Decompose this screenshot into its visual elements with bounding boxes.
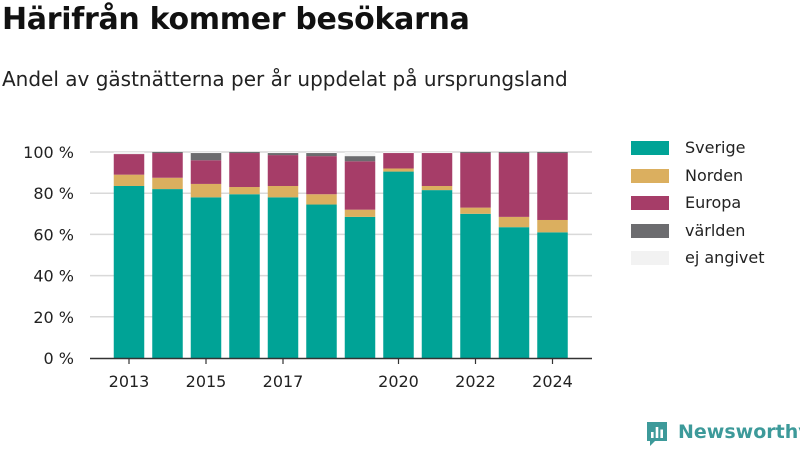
bar-segment-Sverige-2021 xyxy=(421,190,453,358)
x-tick-label: 2015 xyxy=(186,372,227,391)
y-tick-label: 100 % xyxy=(23,143,74,162)
legend-label: Europa xyxy=(685,193,742,212)
legend-swatch xyxy=(631,196,669,210)
bar-segment-ej-angivet-2017 xyxy=(267,152,299,154)
legend-swatch xyxy=(631,168,669,183)
y-tick-label: 0 % xyxy=(44,349,74,368)
legend-label: ej angivet xyxy=(685,248,765,267)
x-tick-label: 2017 xyxy=(263,372,304,391)
bar-segment-Sverige-2022 xyxy=(460,213,491,358)
bar-segment-världen-2023 xyxy=(498,152,530,154)
bar-segment-Europa-2019 xyxy=(344,161,376,210)
legend-label: världen xyxy=(685,220,746,240)
bar-segment-Europa-2015 xyxy=(190,160,222,184)
bar-segment-Europa-2013 xyxy=(113,154,145,175)
bar-segment-Sverige-2018 xyxy=(306,204,337,358)
bar-segment-Norden-2017 xyxy=(267,185,299,198)
bar-segment-Norden-2015 xyxy=(190,183,222,198)
bar-segment-Sverige-2013 xyxy=(113,185,145,358)
brand-name: Newsworthy xyxy=(678,421,800,443)
x-tick-label: 2020 xyxy=(378,372,419,391)
bar-segment-världen-2015 xyxy=(190,153,222,161)
y-tick-label: 60 % xyxy=(33,225,74,244)
bar-segment-ej-angivet-2013 xyxy=(113,152,145,155)
bar-segment-Norden-2021 xyxy=(421,185,453,191)
bar-segment-Norden-2018 xyxy=(306,194,337,205)
legend-swatch xyxy=(631,223,669,238)
bar-segment-Norden-2022 xyxy=(460,207,491,214)
bar-segment-världen-2024 xyxy=(537,152,568,154)
bar-segment-Norden-2013 xyxy=(113,174,145,186)
x-tick-label: 2024 xyxy=(532,372,573,391)
x-tick-label: 2022 xyxy=(455,372,496,391)
bar-segment-Norden-2014 xyxy=(152,177,183,190)
x-tick-label: 2013 xyxy=(109,372,150,391)
legend-swatch xyxy=(631,251,669,265)
legend-label: Norden xyxy=(685,165,744,185)
chart-title: Härifrån kommer besökarna xyxy=(2,2,470,37)
bar-segment-världen-2018 xyxy=(306,153,337,157)
bar-segment-Sverige-2019 xyxy=(344,216,376,358)
bar-segment-Europa-2016 xyxy=(229,153,260,188)
bar-segment-Sverige-2015 xyxy=(190,197,222,358)
bar-segment-Europa-2014 xyxy=(152,153,183,178)
bar-segment-Europa-2022 xyxy=(460,153,491,208)
bar-segment-Europa-2024 xyxy=(537,153,568,220)
bar-segment-Sverige-2020 xyxy=(383,171,414,358)
bar-segment-världen-2014 xyxy=(152,152,183,154)
bar-segment-Norden-2023 xyxy=(498,216,530,228)
bar-segment-Sverige-2016 xyxy=(229,194,260,358)
bar-segment-Norden-2016 xyxy=(229,187,260,195)
bar-segment-världen-2017 xyxy=(267,153,299,156)
y-tick-label: 20 % xyxy=(33,308,74,327)
bar-segment-världen-2016 xyxy=(229,152,260,154)
legend-swatch xyxy=(631,141,669,155)
newsworthy-logo-icon xyxy=(647,422,667,446)
bar-segment-Europa-2023 xyxy=(498,153,530,217)
bar-segment-världen-2019 xyxy=(344,156,376,162)
bar-segment-Norden-2019 xyxy=(344,209,376,217)
bar-segment-ej-angivet-2020 xyxy=(383,152,414,154)
chart-subtitle: Andel av gästnätterna per år uppdelat på… xyxy=(2,67,568,91)
bar-segment-ej-angivet-2021 xyxy=(421,152,453,154)
legend-label: Sverige xyxy=(685,138,746,157)
bar-segment-Sverige-2014 xyxy=(152,189,183,358)
bar-segment-Norden-2020 xyxy=(383,168,414,172)
bar-segment-världen-2022 xyxy=(460,152,491,154)
y-tick-label: 40 % xyxy=(33,267,74,286)
bar-segment-ej-angivet-2019 xyxy=(344,152,376,157)
bar-segment-ej-angivet-2018 xyxy=(306,152,337,154)
bar-segment-Sverige-2024 xyxy=(537,232,568,358)
bar-segment-Norden-2024 xyxy=(537,219,568,233)
y-tick-label: 80 % xyxy=(33,184,74,203)
bar-segment-Sverige-2017 xyxy=(267,197,299,358)
bar-segment-Sverige-2023 xyxy=(498,227,530,358)
bar-segment-Europa-2020 xyxy=(383,153,414,169)
bar-segment-Europa-2018 xyxy=(306,156,337,195)
bar-segment-Europa-2017 xyxy=(267,155,299,186)
bar-segment-Europa-2021 xyxy=(421,153,453,186)
bar-segment-ej-angivet-2015 xyxy=(190,152,222,154)
